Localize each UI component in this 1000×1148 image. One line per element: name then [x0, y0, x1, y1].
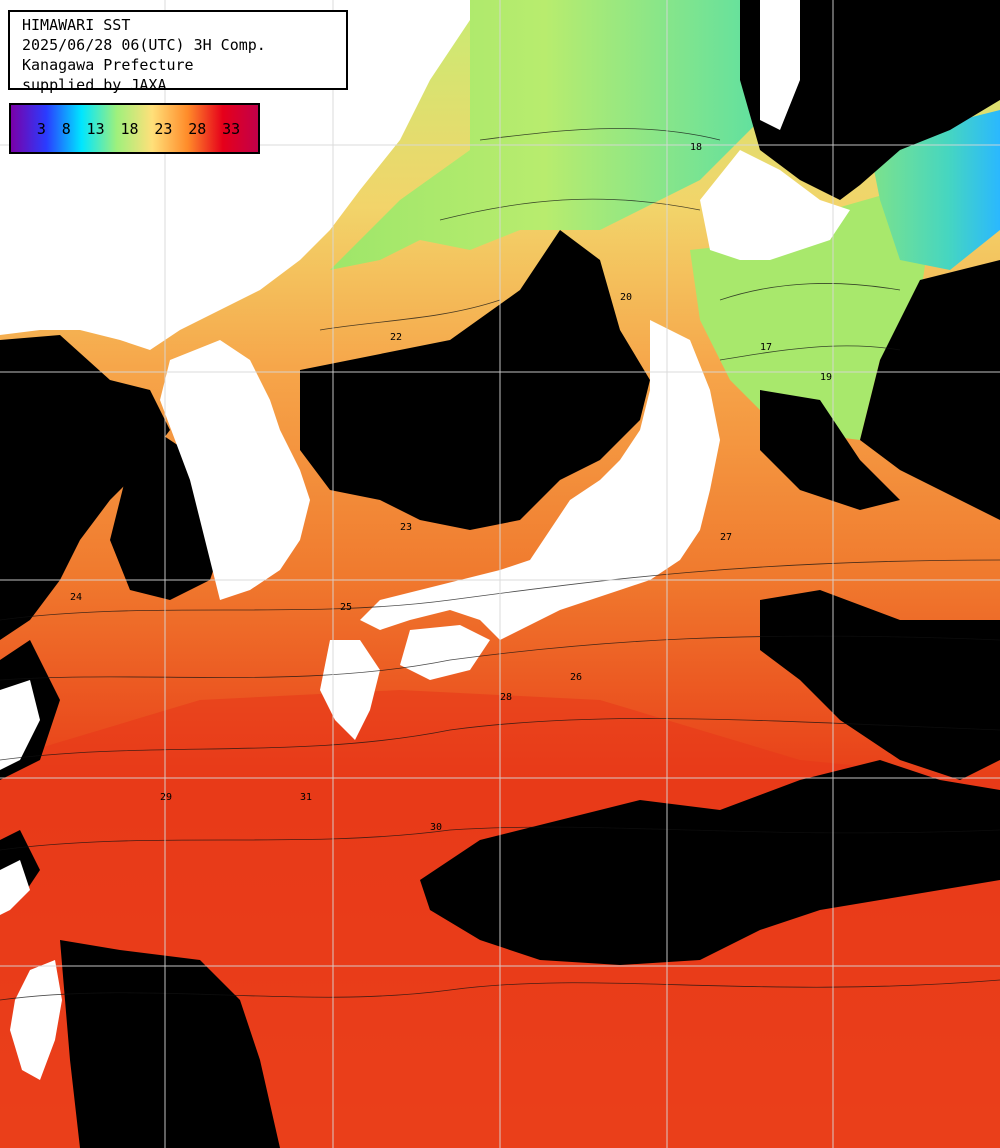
land-kyushu [320, 640, 380, 740]
contour-labels: 18 19 17 20 22 23 24 25 26 27 28 29 30 3… [70, 142, 832, 833]
contour-label: 20 [620, 292, 632, 303]
observation-datetime: 2025/06/28 06(UTC) 3H Comp. [22, 36, 266, 54]
contour-label: 19 [820, 372, 832, 383]
legend-tick: 3 [36, 119, 46, 138]
legend-tick: 28 [188, 119, 207, 138]
product-title: HIMAWARI SST [22, 16, 131, 34]
land-korea [160, 340, 310, 600]
land-taiwan [10, 960, 62, 1080]
legend-tick: 23 [154, 119, 173, 138]
legend-tick: 13 [86, 119, 105, 138]
isotherm-contours [0, 128, 1000, 1001]
contour-label: 24 [70, 592, 82, 603]
contour-label: 29 [160, 792, 172, 803]
contour-label: 31 [300, 792, 312, 803]
contour-label: 28 [500, 692, 512, 703]
sea-okhotsk [870, 110, 1000, 270]
contour-label: 26 [570, 672, 582, 683]
contour-label: 18 [690, 142, 702, 153]
data-supplier: supplied by JAXA [22, 76, 167, 94]
land-china-south [0, 860, 30, 915]
land-honshu [360, 320, 720, 640]
contour-label: 22 [390, 332, 402, 343]
land-china-coast [0, 680, 40, 770]
map-title-box: HIMAWARI SST 2025/06/28 06(UTC) 3H Comp.… [8, 10, 348, 94]
temperature-legend: 3 8 13 18 23 28 33 [9, 103, 260, 154]
contour-label: 25 [340, 602, 352, 613]
legend-tick: 33 [222, 119, 241, 138]
land-hokkaido [700, 150, 850, 260]
contour-label: 23 [400, 522, 412, 533]
legend-tick: 18 [120, 119, 139, 138]
contour-label: 27 [720, 532, 732, 543]
contour-label: 17 [760, 342, 772, 353]
legend-tick: 8 [61, 119, 71, 138]
region-name: Kanagawa Prefecture [22, 56, 194, 74]
land-shikoku [400, 625, 490, 680]
contour-label: 30 [430, 822, 442, 833]
land-sakhalin [760, 0, 800, 130]
